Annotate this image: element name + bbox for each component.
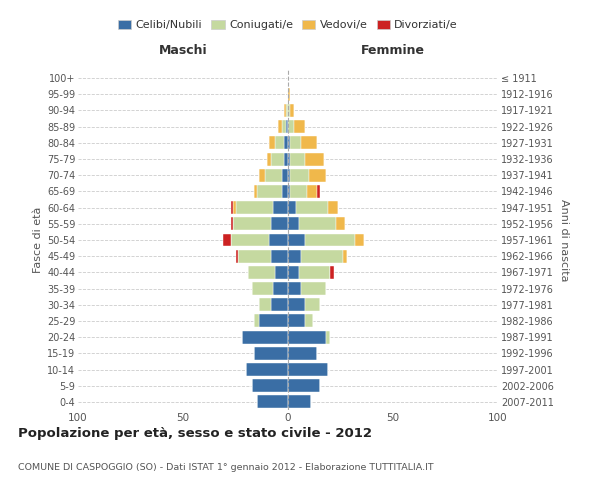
Text: COMUNE DI CASPOGGIO (SO) - Dati ISTAT 1° gennaio 2012 - Elaborazione TUTTITALIA.: COMUNE DI CASPOGGIO (SO) - Dati ISTAT 1°… (18, 462, 434, 471)
Bar (305, 298, 320, 311)
Bar (288, 169, 290, 181)
Bar (288, 314, 305, 328)
Bar (288, 363, 328, 376)
Bar (290, 104, 295, 117)
Bar (288, 201, 296, 214)
Bar (343, 250, 347, 262)
Bar (337, 218, 344, 230)
Bar (299, 266, 330, 279)
Bar (277, 120, 282, 133)
Bar (232, 234, 269, 246)
Bar (257, 396, 288, 408)
Bar (330, 266, 334, 279)
Bar (288, 266, 299, 279)
Bar (305, 234, 355, 246)
Bar (269, 234, 288, 246)
Bar (233, 218, 271, 230)
Bar (269, 136, 275, 149)
Bar (296, 201, 328, 214)
Bar (271, 298, 288, 311)
Text: Femmine: Femmine (361, 44, 425, 57)
Bar (288, 330, 326, 344)
Bar (305, 152, 324, 166)
Bar (259, 298, 271, 311)
Text: Popolazione per età, sesso e stato civile - 2012: Popolazione per età, sesso e stato civil… (18, 428, 372, 440)
Bar (299, 218, 337, 230)
Bar (288, 234, 305, 246)
Bar (288, 185, 290, 198)
Bar (282, 185, 288, 198)
Bar (301, 250, 343, 262)
Bar (242, 330, 288, 344)
Bar (238, 250, 271, 262)
Bar (232, 201, 233, 214)
Bar (282, 169, 288, 181)
Bar (288, 218, 299, 230)
Bar (271, 250, 288, 262)
Bar (286, 120, 288, 133)
Bar (254, 347, 288, 360)
Bar (288, 379, 320, 392)
Bar (246, 363, 288, 376)
Bar (254, 185, 257, 198)
Bar (288, 282, 301, 295)
Bar (233, 201, 235, 214)
Text: Maschi: Maschi (158, 44, 208, 57)
Bar (232, 218, 233, 230)
Bar (355, 234, 364, 246)
Bar (275, 266, 288, 279)
Bar (259, 314, 288, 328)
Bar (284, 136, 288, 149)
Bar (328, 201, 338, 214)
Bar (288, 88, 290, 101)
Bar (288, 298, 305, 311)
Bar (288, 120, 295, 133)
Bar (326, 330, 330, 344)
Y-axis label: Anni di nascita: Anni di nascita (559, 198, 569, 281)
Bar (309, 169, 326, 181)
Bar (259, 169, 265, 181)
Bar (248, 266, 275, 279)
Bar (288, 396, 311, 408)
Bar (274, 282, 288, 295)
Bar (301, 282, 326, 295)
Bar (235, 250, 238, 262)
Bar (288, 250, 301, 262)
Bar (286, 104, 288, 117)
Bar (267, 152, 271, 166)
Bar (235, 201, 274, 214)
Bar (290, 152, 305, 166)
Bar (253, 282, 274, 295)
Bar (254, 314, 259, 328)
Y-axis label: Fasce di età: Fasce di età (32, 207, 43, 273)
Legend: Celibi/Nubili, Coniugati/e, Vedovi/e, Divorziati/e: Celibi/Nubili, Coniugati/e, Vedovi/e, Di… (113, 16, 463, 35)
Bar (257, 185, 282, 198)
Bar (290, 136, 301, 149)
Bar (223, 234, 232, 246)
Bar (295, 120, 305, 133)
Bar (301, 136, 317, 149)
Bar (288, 152, 290, 166)
Bar (290, 185, 307, 198)
Bar (271, 218, 288, 230)
Bar (307, 185, 317, 198)
Bar (271, 152, 284, 166)
Bar (284, 104, 286, 117)
Bar (282, 120, 286, 133)
Bar (288, 136, 290, 149)
Bar (317, 185, 320, 198)
Bar (288, 347, 317, 360)
Bar (305, 314, 313, 328)
Bar (274, 201, 288, 214)
Bar (275, 136, 284, 149)
Bar (265, 169, 282, 181)
Bar (290, 169, 309, 181)
Bar (288, 104, 290, 117)
Bar (252, 379, 288, 392)
Bar (284, 152, 288, 166)
